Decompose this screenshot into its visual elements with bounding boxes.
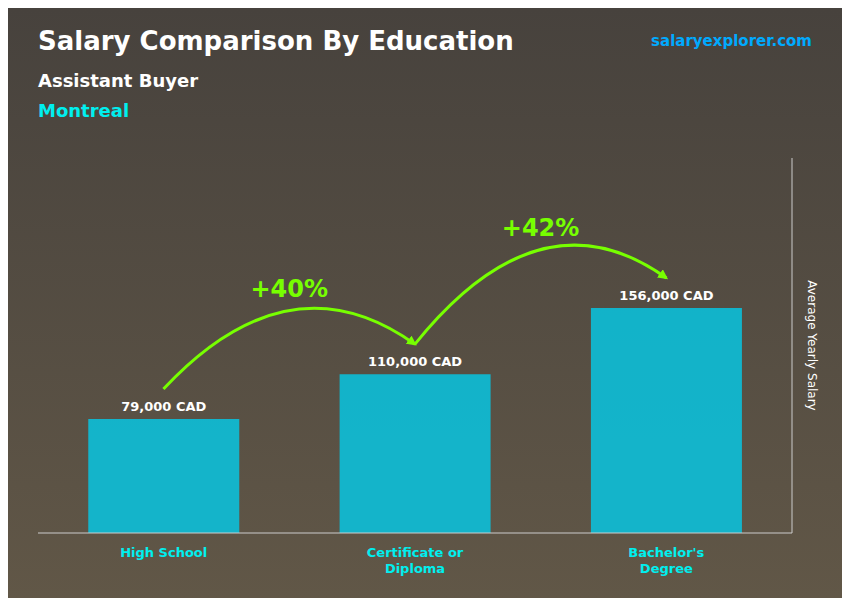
html-text:Assistant Buyer: Assistant Buyer [38, 70, 198, 91]
svg-text:+40%: +40% [250, 275, 328, 303]
svg-text:Certificate orDiploma: Certificate orDiploma [367, 545, 464, 576]
svg-text:Bachelor'sDegree: Bachelor'sDegree [628, 545, 704, 576]
svg-text:Average Yearly Salary: Average Yearly Salary [805, 280, 819, 410]
html-text:Salary Comparison By Education: Salary Comparison By Education [38, 26, 514, 56]
svg-text:+42%: +42% [502, 214, 580, 242]
svg-text:79,000 CAD: 79,000 CAD [121, 399, 206, 414]
svg-text:High School: High School [120, 545, 207, 560]
svg-text:156,000 CAD: 156,000 CAD [619, 288, 713, 303]
html-text:salaryexplorer.com: salaryexplorer.com [651, 32, 812, 50]
svg-text:110,000 CAD: 110,000 CAD [368, 354, 462, 369]
html-text:Montreal: Montreal [38, 100, 130, 121]
